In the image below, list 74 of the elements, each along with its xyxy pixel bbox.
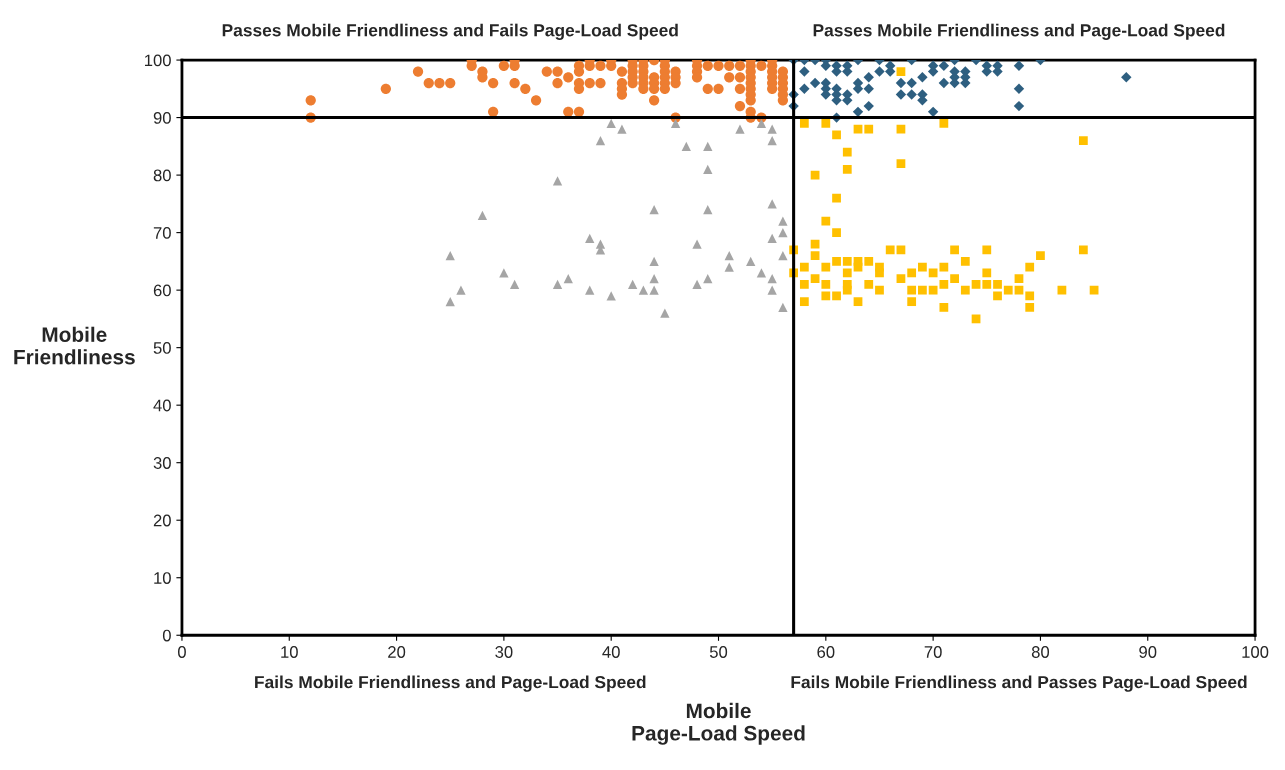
- text: Passes Mobile Friendliness and Page-Load Speed: [813, 23, 1225, 40]
- point: [649, 285, 659, 295]
- x-axis-title: Mobile Page-Load Speed: [632, 702, 805, 745]
- point: [778, 250, 788, 261]
- point: [628, 279, 638, 290]
- point: [649, 256, 659, 267]
- text: Passes Mobile Friendliness and Fails Page-Load Speed: [222, 23, 678, 40]
- y-tick-label: 40: [153, 399, 171, 412]
- point: [552, 176, 563, 186]
- point: [595, 135, 606, 146]
- point: [703, 204, 713, 215]
- y-tick-label: 90: [153, 111, 171, 124]
- x-tick-label: 100: [1242, 646, 1269, 658]
- point: [724, 262, 734, 272]
- x-tick-label: 30: [495, 646, 513, 658]
- point: [445, 296, 455, 307]
- point: [477, 210, 488, 221]
- point: [552, 279, 563, 290]
- point: [445, 250, 455, 261]
- point: [767, 135, 777, 146]
- point: [778, 227, 788, 238]
- x-tick-label: 90: [1139, 646, 1157, 658]
- point: [778, 302, 788, 313]
- y-tick-label: 10: [154, 572, 171, 584]
- y-tick-label: 80: [153, 169, 171, 182]
- text: Fails Mobile Friendliness and Passes Page-Load Speed: [791, 675, 1247, 692]
- point: [585, 233, 595, 244]
- point: [649, 273, 659, 284]
- point: [509, 279, 520, 290]
- y-tick-label: 20: [153, 514, 171, 527]
- point: [692, 279, 702, 290]
- point: [703, 164, 713, 174]
- point: [703, 273, 713, 284]
- point: [456, 285, 466, 295]
- x-tick-label: 20: [388, 646, 406, 658]
- point: [649, 204, 659, 215]
- point: [767, 124, 777, 134]
- x-tick-label: 80: [1031, 646, 1050, 658]
- y-tick-label: 50: [153, 342, 171, 354]
- point: [746, 256, 756, 267]
- x-tick-label: 40: [602, 646, 620, 658]
- x-tick-label: 70: [924, 646, 942, 658]
- y-tick-label: 100: [145, 54, 171, 67]
- point: [703, 141, 713, 151]
- point: [778, 216, 788, 226]
- point: [563, 273, 573, 284]
- point: [638, 285, 649, 295]
- point: [767, 273, 777, 284]
- point: [735, 124, 745, 134]
- point: [767, 233, 777, 244]
- point: [692, 239, 702, 249]
- point: [767, 199, 777, 209]
- point: [606, 291, 616, 301]
- y-tick-label: 30: [153, 457, 171, 469]
- y-tick-label: 0: [162, 629, 171, 642]
- point: [499, 268, 509, 278]
- x-tick-label: 0: [177, 646, 186, 658]
- point: [767, 285, 777, 295]
- point: [617, 124, 627, 134]
- x-tick-label: 10: [281, 646, 298, 658]
- point: [756, 118, 767, 128]
- point: [681, 141, 691, 151]
- point: [585, 285, 595, 295]
- x-tick-label: 60: [817, 646, 835, 658]
- y-axis-title: Mobile Friendliness: [14, 326, 135, 365]
- point: [660, 308, 670, 318]
- point: [724, 250, 734, 261]
- point: [756, 268, 767, 278]
- text: Fails Mobile Friendliness and Page-Load Speed: [255, 675, 646, 692]
- x-tick-label: 50: [709, 646, 728, 658]
- y-tick-label: 70: [153, 227, 171, 239]
- point: [606, 118, 616, 128]
- point: [670, 118, 681, 128]
- y-tick-label: 60: [153, 284, 171, 297]
